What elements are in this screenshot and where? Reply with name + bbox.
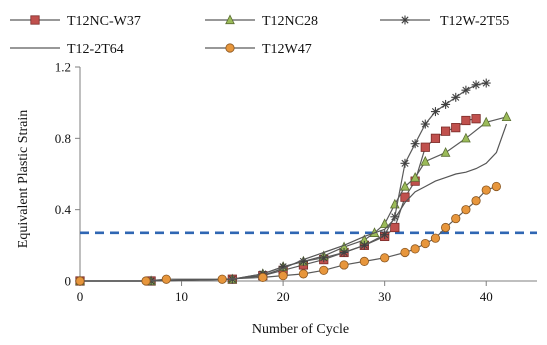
data-point-t12nc-w37	[390, 222, 400, 233]
y-axis-title: Equivalent Plastic Strain	[16, 110, 31, 248]
series-line-t12w-2t55	[80, 82, 487, 282]
legend-item-t12w47: T12W47	[205, 42, 312, 57]
data-point-t12w47	[298, 269, 309, 279]
data-point-t12w47	[491, 181, 501, 192]
axes: 0 10 20 30 40 0 0.4 0.8 1.2	[55, 60, 537, 304]
x-tick-label: 0	[77, 289, 84, 304]
data-point-t12w-2t55	[339, 247, 349, 257]
series-t12w47	[75, 181, 501, 286]
data-point-t12w-2t55	[430, 107, 440, 117]
data-point-t12w47	[471, 196, 481, 206]
x-axis-title: Number of Cycle	[252, 322, 349, 337]
y-tick-label: 0.8	[55, 131, 71, 146]
data-point-t12nc-w37	[420, 142, 430, 152]
x-tick-label: 10	[175, 289, 188, 304]
legend-marker	[225, 14, 235, 25]
series-line-t12nc-w37	[80, 118, 477, 282]
data-point-t12nc-w37	[440, 126, 451, 136]
data-point-t12w-2t55	[400, 158, 410, 168]
data-point-t12w-2t55	[380, 230, 390, 240]
data-point-t12w47	[451, 213, 461, 224]
data-point-t12w-2t55	[481, 78, 491, 88]
legend-item-t12nc-w37: T12NC-W37	[10, 14, 141, 29]
legend-marker	[400, 15, 410, 25]
data-point-t12nc28	[481, 116, 492, 127]
data-point-t12w-2t55	[319, 253, 329, 263]
data-point-t12w-2t55	[359, 240, 369, 250]
data-point-t12w47	[400, 247, 410, 258]
data-point-t12w47	[141, 276, 151, 286]
legend-label: T12W-2T55	[440, 14, 509, 29]
data-point-t12nc28	[410, 171, 420, 182]
data-point-t12w47	[75, 276, 85, 286]
series-t12w-2t55	[75, 78, 491, 286]
data-point-t12w47	[161, 274, 171, 284]
data-point-t12nc-w37	[400, 192, 410, 202]
x-tick-label: 40	[480, 289, 493, 304]
data-point-t12w-2t55	[410, 139, 420, 149]
data-point-t12w47	[258, 272, 268, 283]
legend-item-t12-2t64: T12-2T64	[10, 42, 124, 57]
legend-label: T12W47	[262, 42, 312, 57]
data-point-t12nc-w37	[430, 133, 441, 143]
data-point-t12nc28	[461, 132, 471, 143]
data-point-t12nc28	[400, 180, 410, 191]
x-tick-label: 20	[277, 289, 290, 304]
legend-label: T12NC-W37	[67, 14, 141, 29]
plot-area	[75, 78, 512, 286]
y-tick-label: 0	[65, 274, 72, 289]
series-t12nc-w37	[75, 114, 481, 286]
data-point-t12w-2t55	[441, 99, 451, 109]
data-point-t12w47	[359, 256, 369, 266]
data-point-t12w-2t55	[451, 92, 461, 102]
data-point-t12nc28	[501, 111, 512, 122]
data-point-t12w47	[420, 238, 430, 249]
legend-marker	[30, 15, 40, 25]
data-point-t12w-2t55	[461, 85, 471, 95]
legend-item-t12nc28: T12NC28	[205, 14, 318, 29]
series-t12-2t64	[80, 123, 508, 282]
data-point-t12w47	[410, 244, 420, 254]
data-point-t12nc-w37	[471, 114, 481, 124]
series-line-t12nc28	[80, 116, 507, 282]
series-t12nc28	[75, 111, 512, 286]
data-point-t12w-2t55	[420, 119, 430, 129]
data-point-t12w47	[380, 253, 390, 263]
legend-label: T12NC28	[262, 14, 318, 29]
data-point-t12nc28	[420, 155, 431, 166]
data-point-t12nc-w37	[451, 123, 461, 133]
data-point-t12w47	[217, 274, 227, 284]
legend-label: T12-2T64	[67, 42, 124, 57]
data-point-t12w47	[339, 260, 349, 270]
data-point-t12w47	[440, 222, 451, 233]
legend-item-t12w-2t55: T12W-2T55	[380, 14, 509, 29]
data-point-t12nc28	[440, 147, 451, 157]
data-point-t12w47	[461, 205, 471, 215]
series-line-t12-2t64	[80, 123, 508, 282]
x-tick-label: 30	[378, 289, 391, 304]
data-point-t12nc-w37	[461, 115, 471, 126]
data-point-t12w47	[481, 185, 491, 195]
data-point-t12w47	[319, 265, 329, 275]
y-tick-label: 0.4	[55, 202, 72, 217]
legend-marker	[225, 43, 235, 53]
legend: T12NC-W37 T12NC28 T12W-2T55 T12-2T64 T12W47	[10, 14, 509, 57]
data-point-t12w47	[430, 233, 441, 243]
data-point-t12w47	[278, 271, 288, 281]
data-point-t12w-2t55	[471, 80, 481, 90]
y-tick-label: 1.2	[55, 60, 71, 75]
data-point-t12nc28	[379, 218, 390, 229]
